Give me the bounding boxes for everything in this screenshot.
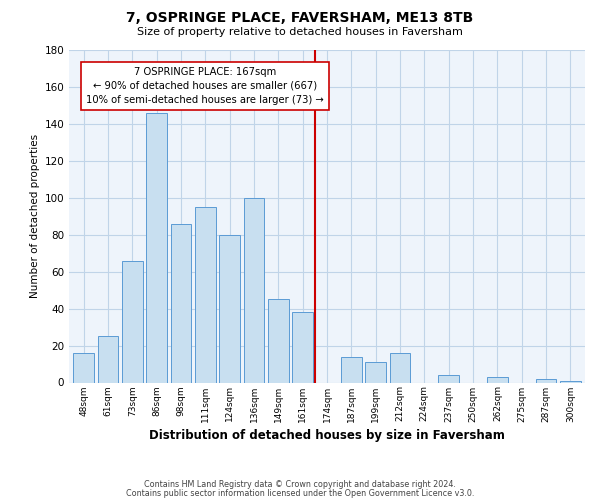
Text: Size of property relative to detached houses in Faversham: Size of property relative to detached ho…: [137, 27, 463, 37]
Bar: [268, 300, 289, 382]
Text: 7 OSPRINGE PLACE: 167sqm
← 90% of detached houses are smaller (667)
10% of semi-: 7 OSPRINGE PLACE: 167sqm ← 90% of detach…: [86, 66, 324, 104]
X-axis label: Distribution of detached houses by size in Faversham: Distribution of detached houses by size …: [149, 428, 505, 442]
Bar: [341, 356, 362, 382]
Text: 7, OSPRINGE PLACE, FAVERSHAM, ME13 8TB: 7, OSPRINGE PLACE, FAVERSHAM, ME13 8TB: [127, 11, 473, 25]
Bar: [560, 380, 581, 382]
Bar: [170, 224, 191, 382]
Bar: [219, 234, 240, 382]
Bar: [487, 377, 508, 382]
Text: Contains public sector information licensed under the Open Government Licence v3: Contains public sector information licen…: [126, 488, 474, 498]
Bar: [365, 362, 386, 382]
Text: Contains HM Land Registry data © Crown copyright and database right 2024.: Contains HM Land Registry data © Crown c…: [144, 480, 456, 489]
Bar: [73, 353, 94, 382]
Bar: [389, 353, 410, 382]
Bar: [98, 336, 118, 382]
Bar: [439, 375, 459, 382]
Bar: [195, 207, 215, 382]
Bar: [122, 260, 143, 382]
Bar: [536, 379, 556, 382]
Y-axis label: Number of detached properties: Number of detached properties: [30, 134, 40, 298]
Bar: [146, 113, 167, 382]
Bar: [244, 198, 265, 382]
Bar: [292, 312, 313, 382]
